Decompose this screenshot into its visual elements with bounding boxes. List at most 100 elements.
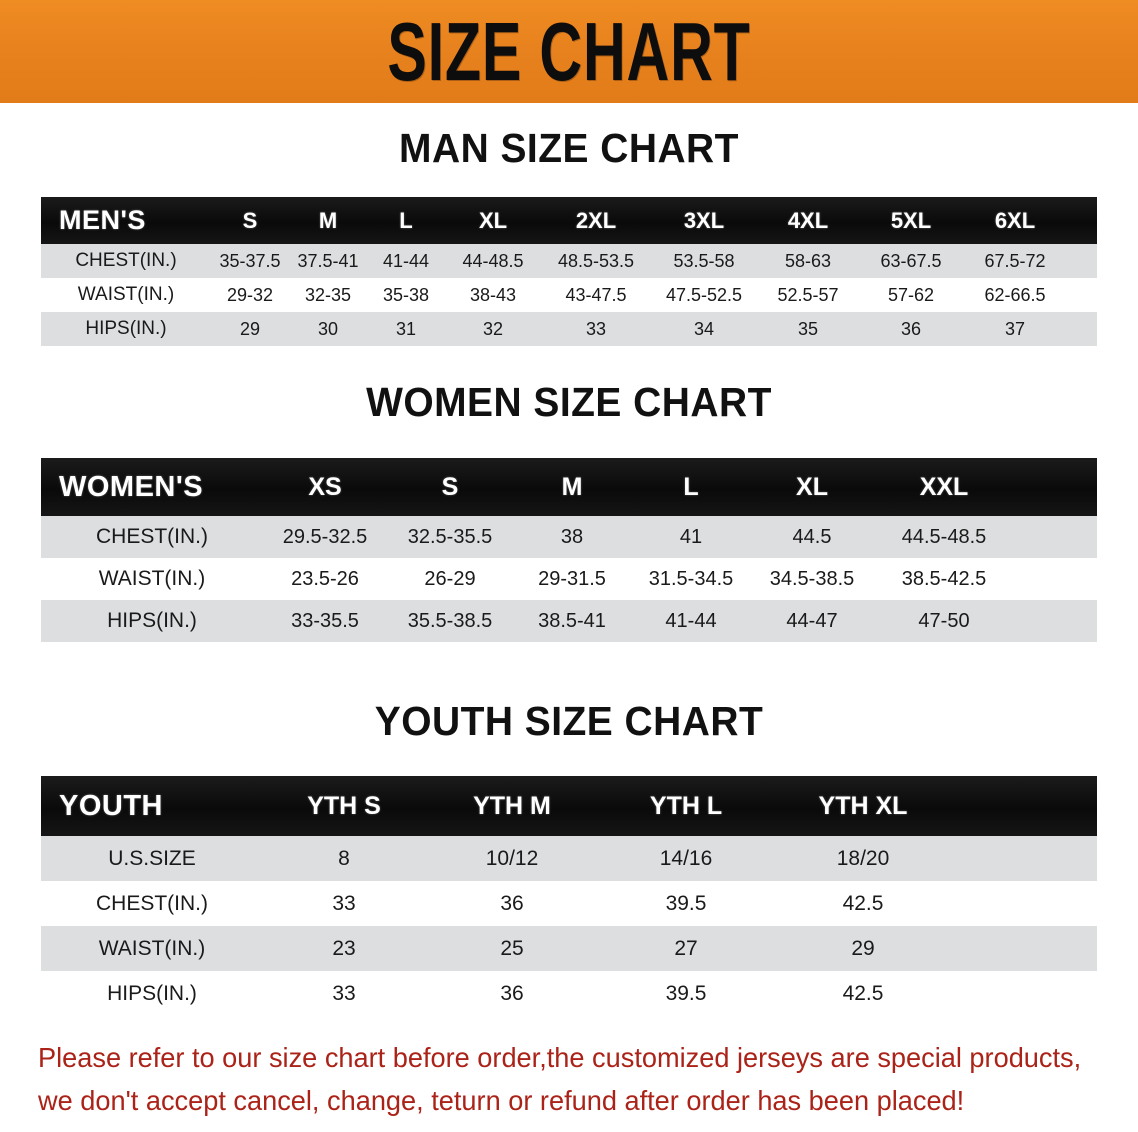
men-cell-spacer [1067, 312, 1097, 346]
women-cell: 34.5-38.5 [769, 567, 855, 590]
page-banner: SIZE CHART [0, 0, 1138, 103]
men-cell: 37 [1004, 318, 1026, 339]
women-col-header: M [561, 472, 583, 501]
women-cell: 44.5-48.5 [901, 525, 987, 548]
men-cell: 32 [482, 318, 504, 339]
youth-cell: 42.5 [842, 981, 884, 1005]
women-cell: 47-50 [918, 609, 970, 632]
men-row-label: CHEST(IN.) [75, 250, 177, 271]
women-cell: 38.5-42.5 [901, 567, 987, 590]
men-cell: 47.5-52.5 [665, 284, 743, 305]
men-cell: 63-67.5 [880, 250, 942, 271]
youth-header-spacer [953, 776, 1097, 836]
women-col-header: XS [308, 472, 342, 501]
table-row: WAIST(IN.) 23.5-26 26-29 29-31.5 31.5-34… [41, 558, 1097, 600]
women-cell: 41-44 [665, 609, 717, 632]
youth-cell: 29 [851, 936, 875, 960]
men-col-header: 2XL [575, 207, 617, 233]
men-cell: 52.5-57 [777, 284, 839, 305]
youth-cell: 39.5 [665, 891, 707, 915]
men-cell: 29 [239, 318, 261, 339]
youth-row-label: U.S.SIZE [108, 846, 196, 870]
youth-cell: 18/20 [836, 846, 890, 870]
disclaimer-text: Please refer to our size chart before or… [38, 1036, 1081, 1123]
men-col-header: S [242, 207, 258, 233]
men-cell: 44-48.5 [462, 250, 524, 271]
table-row: HIPS(IN.) 33-35.5 35.5-38.5 38.5-41 41-4… [41, 600, 1097, 642]
men-cell: 35-38 [382, 284, 430, 305]
women-row-label: WAIST(IN.) [98, 567, 206, 590]
table-row: U.S.SIZE 8 10/12 14/16 18/20 [41, 836, 1097, 881]
men-col-header: L [399, 207, 413, 233]
women-cell: 38 [560, 525, 584, 548]
women-cell: 32.5-35.5 [407, 525, 493, 548]
women-cell: 29.5-32.5 [282, 525, 368, 548]
youth-cell: 8 [338, 846, 350, 870]
table-row: WAIST(IN.) 29-32 32-35 35-38 38-43 43-47… [41, 278, 1097, 312]
women-cell: 26-29 [424, 567, 476, 590]
page-title: SIZE CHART [387, 4, 751, 98]
youth-row-label: HIPS(IN.) [107, 981, 197, 1005]
section-title-man: MAN SIZE CHART [399, 125, 739, 171]
men-cell: 29-32 [226, 284, 274, 305]
women-cell: 44.5 [792, 525, 832, 548]
men-cell: 57-62 [887, 284, 935, 305]
men-col-header: M [318, 207, 338, 233]
youth-cell-spacer [953, 836, 1097, 881]
table-row: WAIST(IN.) 23 25 27 29 [41, 926, 1097, 971]
women-cell: 33-35.5 [291, 609, 359, 632]
men-cell: 33 [585, 318, 607, 339]
table-row: HIPS(IN.) 29 30 31 32 33 34 35 36 37 [41, 312, 1097, 346]
women-header-spacer [1015, 458, 1097, 516]
men-cell: 38-43 [469, 284, 517, 305]
men-cell: 62-66.5 [984, 284, 1046, 305]
men-corner-label: MEN'S [59, 205, 146, 235]
youth-cell: 42.5 [842, 891, 884, 915]
youth-col-header: YTH L [649, 791, 723, 820]
table-row: HIPS(IN.) 33 36 39.5 42.5 [41, 971, 1097, 1016]
men-col-header: 4XL [787, 207, 829, 233]
youth-cell: 36 [500, 891, 524, 915]
men-cell: 48.5-53.5 [557, 250, 635, 271]
section-title-women: WOMEN SIZE CHART [366, 379, 772, 425]
women-row-label: HIPS(IN.) [107, 609, 197, 632]
youth-cell-spacer [953, 926, 1097, 971]
women-col-header: XXL [919, 472, 969, 501]
section-title-youth: YOUTH SIZE CHART [374, 698, 764, 744]
men-cell-spacer [1067, 244, 1097, 278]
men-header-spacer [1067, 197, 1097, 244]
women-size-table: WOMEN'S XS S M L XL XXL CHEST(IN.) 29.5-… [41, 458, 1097, 642]
women-cell: 38.5-41 [538, 609, 606, 632]
men-cell: 36 [900, 318, 922, 339]
table-row: CHEST(IN.) 29.5-32.5 32.5-35.5 38 41 44.… [41, 516, 1097, 558]
women-cell: 44-47 [786, 609, 838, 632]
men-col-header: 3XL [683, 207, 725, 233]
men-cell: 30 [317, 318, 339, 339]
youth-col-header: YTH S [307, 791, 381, 820]
women-cell: 31.5-34.5 [648, 567, 734, 590]
men-cell: 41-44 [382, 250, 430, 271]
men-cell-spacer [1067, 278, 1097, 312]
youth-cell: 25 [500, 936, 524, 960]
men-cell: 67.5-72 [984, 250, 1046, 271]
women-cell-spacer [1015, 600, 1097, 642]
men-header-row: MEN'S S M L XL 2XL 3XL 4XL 5XL 6XL [41, 197, 1097, 244]
youth-cell: 14/16 [659, 846, 713, 870]
men-cell: 35-37.5 [219, 250, 281, 271]
youth-cell: 27 [674, 936, 698, 960]
men-col-header: XL [478, 207, 508, 233]
women-cell-spacer [1015, 516, 1097, 558]
men-cell: 43-47.5 [565, 284, 627, 305]
men-cell: 35 [797, 318, 819, 339]
youth-size-table: YOUTH YTH S YTH M YTH L YTH XL U.S.SIZE … [41, 776, 1097, 1016]
youth-cell: 23 [332, 936, 356, 960]
men-col-header: 5XL [890, 207, 932, 233]
youth-cell: 33 [332, 981, 356, 1005]
men-cell: 34 [693, 318, 715, 339]
women-cell: 35.5-38.5 [407, 609, 493, 632]
youth-cell: 39.5 [665, 981, 707, 1005]
youth-cell: 36 [500, 981, 524, 1005]
women-cell: 29-31.5 [538, 567, 606, 590]
women-row-label: CHEST(IN.) [96, 525, 208, 548]
